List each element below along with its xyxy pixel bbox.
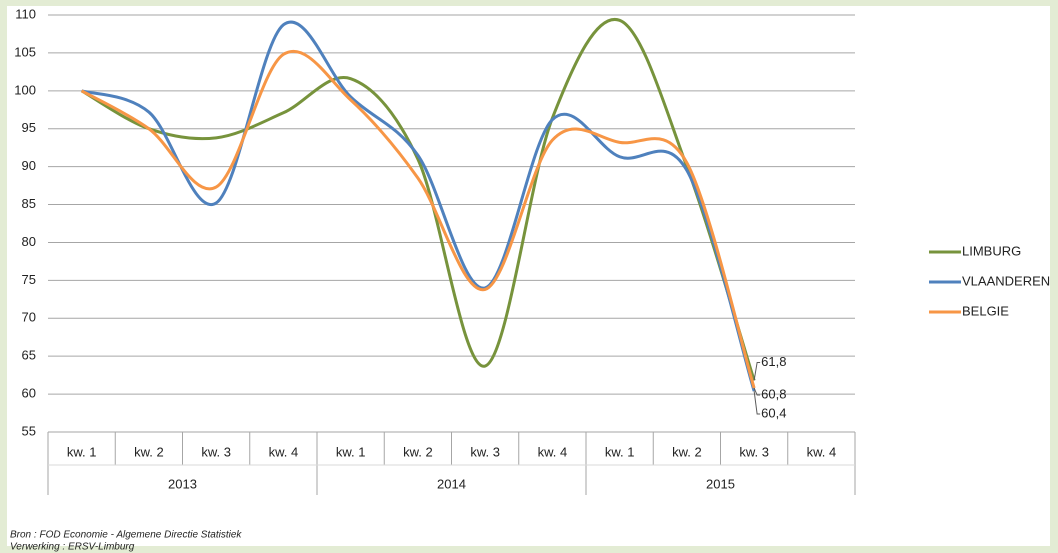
x-tick-label: kw. 4 xyxy=(538,444,568,459)
label-leader xyxy=(753,390,761,415)
x-tick-label: kw. 3 xyxy=(739,444,769,459)
x-tick-label: kw. 3 xyxy=(470,444,500,459)
y-tick-label: 70 xyxy=(22,310,36,325)
y-tick-label: 60 xyxy=(22,386,36,401)
y-tick-label: 75 xyxy=(22,272,36,287)
group-label: 2015 xyxy=(706,476,735,491)
x-tick-label: kw. 1 xyxy=(67,444,97,459)
y-tick-label: 90 xyxy=(22,158,36,173)
x-tick-label: kw. 2 xyxy=(672,444,702,459)
data-label: 60,8 xyxy=(761,386,786,401)
group-label: 2014 xyxy=(437,476,466,491)
y-tick-label: 55 xyxy=(22,423,36,438)
x-tick-label: kw. 4 xyxy=(269,444,299,459)
legend-label: VLAANDEREN xyxy=(962,273,1050,288)
y-tick-label: 105 xyxy=(14,44,36,59)
legend-label: LIMBURG xyxy=(962,243,1021,258)
x-tick-label: kw. 2 xyxy=(403,444,433,459)
label-leader xyxy=(753,361,761,381)
source-note: Bron : FOD Economie - Algemene Directie … xyxy=(10,530,242,541)
x-tick-label: kw. 2 xyxy=(134,444,164,459)
series-line xyxy=(81,20,756,392)
processing-note: Verwerking : ERSV-Limburg xyxy=(10,542,135,553)
series-line xyxy=(80,49,756,389)
x-tick-label: kw. 3 xyxy=(201,444,231,459)
x-tick-label: kw. 4 xyxy=(807,444,837,459)
y-tick-label: 100 xyxy=(14,82,36,97)
chart-area xyxy=(7,6,1050,546)
y-tick-label: 65 xyxy=(22,348,36,363)
legend-label: BELGIE xyxy=(962,303,1009,318)
x-tick-label: kw. 1 xyxy=(336,444,366,459)
label-leader xyxy=(753,387,761,396)
series-line xyxy=(80,17,756,381)
group-label: 2013 xyxy=(168,476,197,491)
y-tick-label: 95 xyxy=(22,120,36,135)
y-tick-label: 110 xyxy=(15,6,36,21)
y-tick-label: 80 xyxy=(22,234,36,249)
y-tick-label: 85 xyxy=(22,196,36,211)
data-label: 60,4 xyxy=(761,405,786,420)
data-label: 61,8 xyxy=(761,354,786,369)
x-tick-label: kw. 1 xyxy=(605,444,635,459)
